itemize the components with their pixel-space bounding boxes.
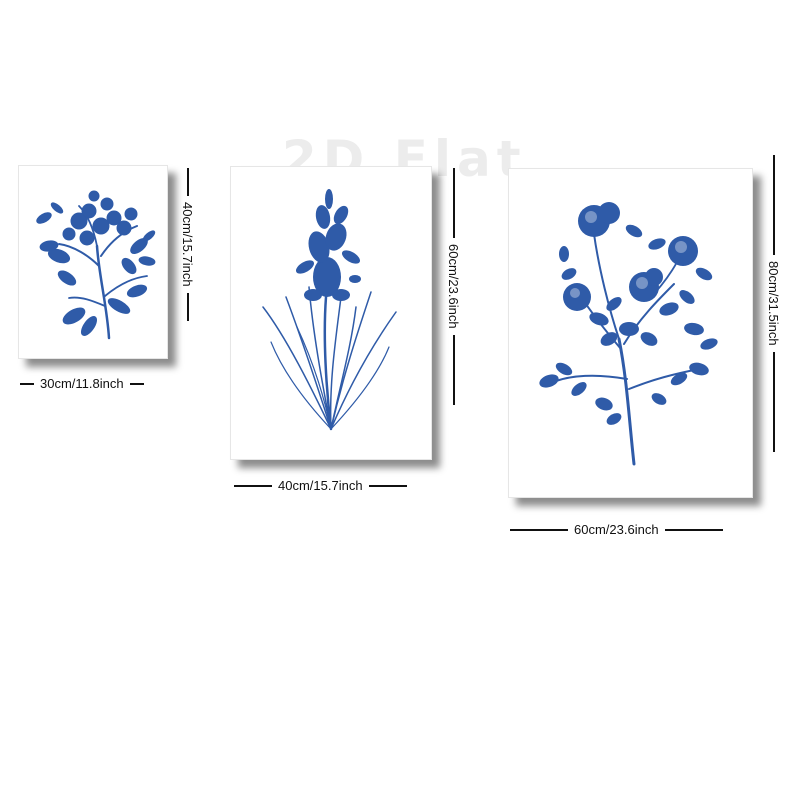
small-print-width-label: 30cm/11.8inch	[40, 376, 124, 391]
small-print-width-dimension: 30cm/11.8inch	[20, 376, 144, 391]
botanical-rose-illustration	[539, 202, 718, 466]
small-print-height-dimension: 40cm/15.7inch	[180, 168, 195, 356]
large-print-height-label: 80cm/31.5inch	[766, 261, 781, 346]
large-print-width-dimension: 60cm/23.6inch	[510, 522, 723, 537]
medium-print-height-label: 60cm/23.6inch	[446, 244, 461, 329]
large-print-height-dimension: 80cm/31.5inch	[766, 155, 781, 495]
medium-print-height-dimension: 60cm/23.6inch	[446, 168, 461, 456]
large-print	[508, 168, 753, 498]
medium-print-width-dimension: 40cm/15.7inch	[234, 478, 407, 493]
medium-print	[230, 166, 432, 460]
small-print-height-label: 40cm/15.7inch	[180, 202, 195, 287]
botanical-iris-illustration	[262, 189, 397, 431]
large-print-width-label: 60cm/23.6inch	[574, 522, 659, 537]
small-print	[18, 165, 168, 359]
botanical-branch-illustration	[36, 190, 156, 340]
medium-print-width-label: 40cm/15.7inch	[278, 478, 363, 493]
